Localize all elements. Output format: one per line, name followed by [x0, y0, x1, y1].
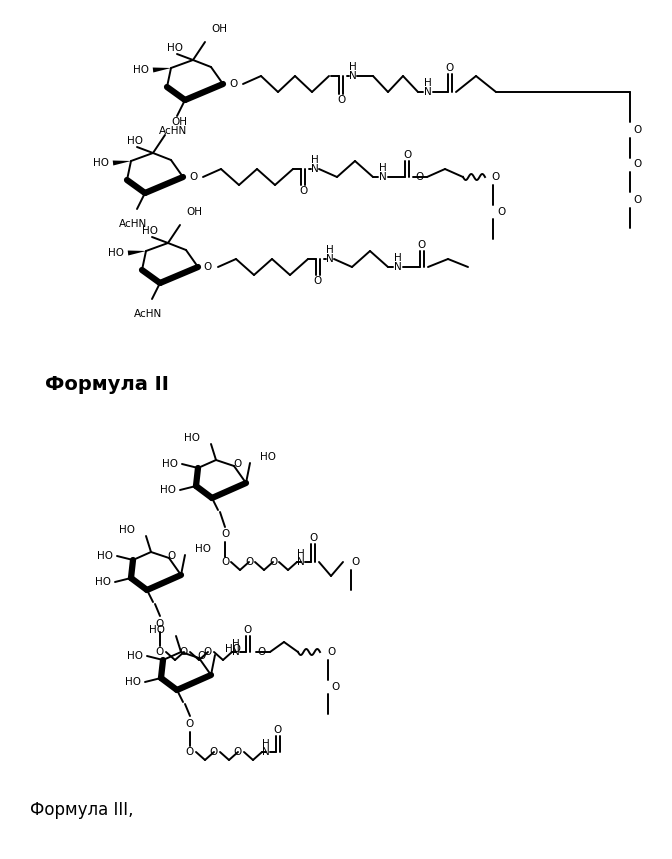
Text: OH: OH — [186, 207, 202, 217]
Text: O: O — [415, 172, 423, 182]
Text: O: O — [221, 529, 229, 539]
Text: O: O — [210, 747, 218, 757]
Text: HO: HO — [127, 651, 143, 661]
Text: O: O — [332, 682, 340, 692]
Text: HO: HO — [149, 625, 165, 635]
Text: OH: OH — [171, 117, 187, 127]
Text: H: H — [424, 78, 432, 88]
Text: O: O — [274, 725, 282, 735]
Text: O: O — [221, 557, 229, 567]
Text: HO: HO — [95, 577, 111, 587]
Text: HO: HO — [119, 525, 135, 535]
Text: H: H — [349, 62, 357, 72]
Text: H: H — [379, 163, 387, 173]
Text: O: O — [258, 647, 266, 657]
Text: N: N — [262, 747, 270, 757]
Text: Формула II: Формула II — [45, 375, 169, 394]
Text: AcHN: AcHN — [119, 219, 147, 229]
Text: N: N — [297, 557, 305, 567]
Text: HO: HO — [260, 452, 276, 462]
Text: HO: HO — [108, 248, 124, 258]
Text: O: O — [309, 533, 317, 543]
Polygon shape — [113, 161, 131, 166]
Text: O: O — [180, 647, 188, 657]
Text: HO: HO — [167, 43, 183, 53]
Text: O: O — [634, 125, 642, 135]
Text: N: N — [394, 262, 402, 272]
Text: H: H — [262, 739, 270, 749]
Text: O: O — [198, 651, 206, 661]
Text: O: O — [229, 79, 237, 89]
Text: H: H — [326, 245, 334, 255]
Text: HO: HO — [162, 459, 178, 469]
Text: O: O — [233, 459, 241, 469]
Text: O: O — [189, 172, 197, 182]
Text: O: O — [634, 195, 642, 205]
Text: HO: HO — [184, 433, 200, 443]
Text: HO: HO — [93, 158, 109, 168]
Text: O: O — [418, 240, 426, 250]
Text: OH: OH — [211, 24, 227, 34]
Text: O: O — [204, 647, 212, 657]
Text: O: O — [498, 207, 506, 217]
Text: O: O — [156, 647, 164, 657]
Text: H: H — [297, 549, 305, 559]
Text: O: O — [299, 186, 307, 196]
Text: O: O — [204, 262, 212, 272]
Text: O: O — [492, 172, 500, 182]
Text: O: O — [234, 747, 242, 757]
Text: N: N — [424, 87, 432, 97]
Text: O: O — [168, 551, 176, 561]
Polygon shape — [128, 251, 146, 255]
Text: H: H — [232, 639, 240, 649]
Text: HO: HO — [142, 226, 158, 236]
Text: N: N — [326, 254, 334, 264]
Text: N: N — [379, 172, 387, 182]
Text: HO: HO — [133, 65, 149, 75]
Text: O: O — [337, 95, 345, 105]
Text: Формула III,: Формула III, — [30, 801, 134, 819]
Text: N: N — [311, 164, 319, 174]
Text: H: H — [394, 253, 402, 263]
Text: O: O — [446, 63, 454, 73]
Text: AcHN: AcHN — [134, 309, 162, 319]
Text: HO: HO — [125, 677, 141, 687]
Text: O: O — [156, 619, 164, 629]
Text: N: N — [349, 71, 357, 81]
Text: HO: HO — [127, 136, 143, 146]
Text: O: O — [244, 625, 252, 635]
Text: O: O — [245, 557, 253, 567]
Text: O: O — [186, 719, 194, 729]
Text: O: O — [186, 747, 194, 757]
Text: O: O — [351, 557, 359, 567]
Text: O: O — [314, 276, 322, 286]
Text: HO: HO — [160, 485, 176, 495]
Text: O: O — [403, 150, 411, 160]
Text: O: O — [269, 557, 277, 567]
Text: H: H — [311, 155, 319, 165]
Text: HO: HO — [97, 551, 113, 561]
Text: AcHN: AcHN — [159, 126, 187, 136]
Text: O: O — [328, 647, 336, 657]
Text: HO: HO — [195, 544, 211, 554]
Text: O: O — [634, 159, 642, 169]
Polygon shape — [153, 68, 171, 72]
Text: HO: HO — [225, 644, 241, 654]
Text: N: N — [232, 647, 240, 657]
